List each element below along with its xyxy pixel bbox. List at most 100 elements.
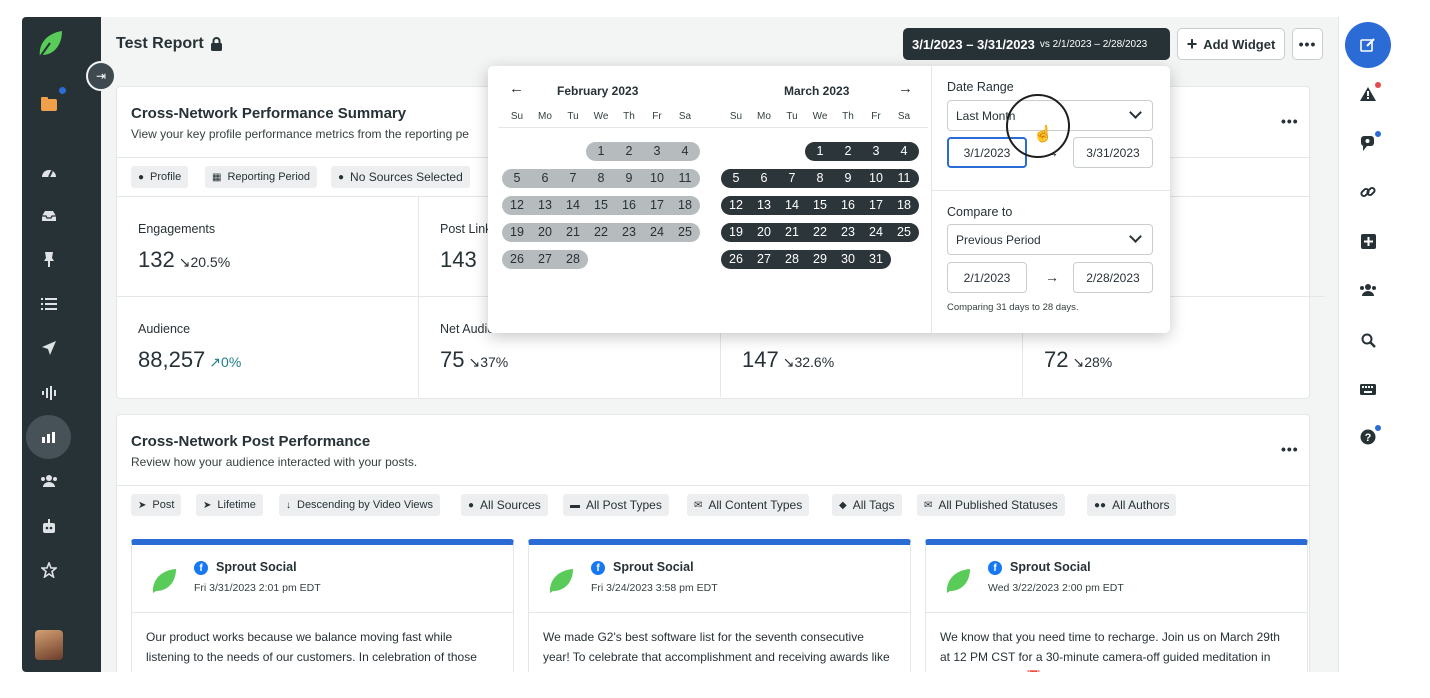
card-more-button[interactable]: •••	[1281, 113, 1299, 129]
post-card[interactable]: f Sprout Social Wed 3/22/2023 2:00 pm ED…	[925, 539, 1308, 672]
calendar-day[interactable]: 10	[869, 171, 883, 185]
calendar-day[interactable]: 6	[760, 171, 768, 185]
calendar-day[interactable]: 5	[732, 171, 740, 185]
calendar-day[interactable]: 20	[757, 225, 771, 239]
calendar-day[interactable]: 15	[813, 198, 827, 212]
help-icon[interactable]: ?	[1358, 425, 1381, 447]
calendar-day[interactable]: 24	[869, 225, 883, 239]
calendar-day[interactable]: 14	[785, 198, 799, 212]
calendar-day[interactable]: 28	[785, 252, 799, 266]
calendar-day[interactable]: 30	[841, 252, 855, 266]
calendar-day[interactable]: 12	[729, 198, 743, 212]
filter-chip-lifetime[interactable]: ➤ Lifetime	[196, 494, 263, 516]
calendar-day[interactable]: 11	[678, 171, 692, 185]
list-icon[interactable]	[38, 293, 60, 315]
collapse-nav-button[interactable]: ⇥	[86, 61, 116, 91]
compare-start-input[interactable]: 2/1/2023	[947, 262, 1027, 293]
calendar-day[interactable]: 26	[510, 252, 524, 266]
calendar-day[interactable]: 23	[841, 225, 855, 239]
next-month-button[interactable]: →	[898, 80, 913, 97]
send-icon[interactable]	[38, 337, 60, 359]
calendar-day[interactable]: 19	[510, 225, 524, 239]
calendar-day[interactable]: 22	[813, 225, 827, 239]
calendar-day[interactable]: 27	[757, 252, 771, 266]
calendar-day[interactable]: 1	[597, 144, 605, 158]
sprout-logo[interactable]	[36, 29, 64, 59]
add-icon[interactable]	[1358, 231, 1378, 251]
filter-chip-tags[interactable]: ◆ All Tags	[832, 494, 902, 516]
calendar-day[interactable]: 3	[653, 144, 661, 158]
calendar-day[interactable]: 13	[538, 198, 552, 212]
calendar-day[interactable]: 16	[841, 198, 855, 212]
avatar[interactable]	[35, 630, 63, 660]
calendar-day[interactable]: 14	[566, 198, 580, 212]
reports-icon[interactable]	[38, 426, 60, 448]
calendar-day[interactable]: 8	[597, 171, 605, 185]
calendar-day[interactable]: 3	[872, 144, 880, 158]
prev-month-button[interactable]: ←	[509, 80, 524, 97]
calendar-day[interactable]: 9	[844, 171, 852, 185]
calendar-day[interactable]: 25	[897, 225, 911, 239]
post-card[interactable]: f Sprout Social Fri 3/24/2023 3:58 pm ED…	[528, 539, 911, 672]
calendar-day[interactable]: 11	[897, 171, 911, 185]
calendar-day[interactable]: 9	[625, 171, 633, 185]
calendar-day[interactable]: 6	[541, 171, 549, 185]
filter-chip-post-types[interactable]: ▬ All Post Types	[563, 494, 669, 516]
calendar-day[interactable]: 23	[622, 225, 636, 239]
calendar-day[interactable]: 1	[816, 144, 824, 158]
calendar-day[interactable]: 21	[566, 225, 580, 239]
calendar-day[interactable]: 20	[538, 225, 552, 239]
more-options-button[interactable]: •••	[1292, 28, 1323, 60]
calendar-day[interactable]: 15	[594, 198, 608, 212]
inbox-icon[interactable]	[38, 205, 60, 227]
search-icon[interactable]	[1358, 330, 1378, 350]
calendar-day[interactable]: 4	[681, 144, 689, 158]
date-range-button[interactable]: 3/1/2023 – 3/31/2023 vs 2/1/2023 – 2/28/…	[903, 28, 1170, 60]
filter-chip-sources[interactable]: ● All Sources	[461, 494, 548, 516]
keyboard-icon[interactable]	[1358, 379, 1378, 399]
calendar-day[interactable]: 13	[757, 198, 771, 212]
calendar-day[interactable]: 5	[513, 171, 521, 185]
calendar-day[interactable]: 28	[566, 252, 580, 266]
calendar-day[interactable]: 18	[678, 198, 692, 212]
calendar-day[interactable]: 17	[869, 198, 883, 212]
calendar-day[interactable]: 2	[844, 144, 852, 158]
filter-chip-sort[interactable]: ↓ Descending by Video Views	[279, 494, 440, 516]
calendar-day[interactable]: 25	[678, 225, 692, 239]
calendar-day[interactable]: 7	[569, 171, 577, 185]
star-icon[interactable]	[38, 559, 60, 581]
filter-chip-authors[interactable]: ●● All Authors	[1087, 494, 1177, 516]
calendar-day[interactable]: 19	[729, 225, 743, 239]
calendar-day[interactable]: 17	[650, 198, 664, 212]
listening-icon[interactable]	[38, 382, 60, 404]
calendar-day[interactable]: 24	[650, 225, 664, 239]
calendar-day[interactable]: 7	[788, 171, 796, 185]
calendar-day[interactable]: 4	[900, 144, 908, 158]
calendar-day[interactable]: 31	[869, 252, 883, 266]
filter-chip-profile[interactable]: ● Profile	[131, 166, 189, 188]
calendar-day[interactable]: 29	[813, 252, 827, 266]
calendar-day[interactable]: 16	[622, 198, 636, 212]
gauge-icon[interactable]	[38, 161, 60, 183]
folder-icon[interactable]	[38, 87, 66, 115]
calendar-day[interactable]: 12	[510, 198, 524, 212]
card-more-button[interactable]: •••	[1281, 441, 1299, 457]
calendar-day[interactable]: 18	[897, 198, 911, 212]
post-card[interactable]: f Sprout Social Fri 3/31/2023 2:01 pm ED…	[131, 539, 514, 672]
calendar-day[interactable]: 21	[785, 225, 799, 239]
compose-icon[interactable]	[1345, 22, 1391, 68]
add-widget-button[interactable]: + Add Widget	[1177, 28, 1285, 60]
filter-chip-reporting-period[interactable]: ▦ Reporting Period	[205, 166, 318, 188]
filter-chip-content-types[interactable]: ✉ All Content Types	[687, 494, 810, 516]
calendar-day[interactable]: 10	[650, 171, 664, 185]
link-icon[interactable]	[1358, 182, 1378, 202]
team-icon[interactable]	[1358, 280, 1378, 300]
compare-select[interactable]: Previous Period	[947, 224, 1153, 255]
calendar-day[interactable]: 22	[594, 225, 608, 239]
calendar-day[interactable]: 27	[538, 252, 552, 266]
calendar-day[interactable]: 2	[625, 144, 633, 158]
filter-chip-sources[interactable]: ● No Sources Selected	[331, 166, 470, 188]
bot-icon[interactable]	[38, 515, 60, 537]
end-date-input[interactable]: 3/31/2023	[1073, 137, 1153, 168]
filter-chip-statuses[interactable]: ✉ All Published Statuses	[917, 494, 1065, 516]
